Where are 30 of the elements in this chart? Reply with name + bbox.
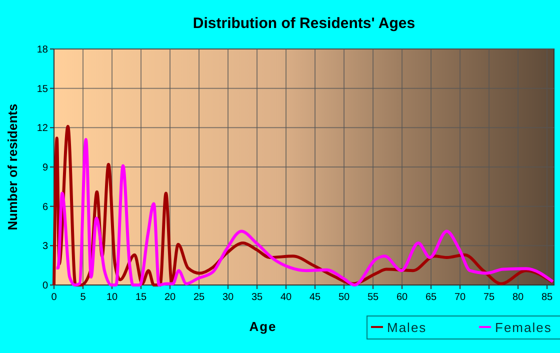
x-tick-label: 60 [396,292,408,303]
y-tick-label: 3 [42,241,48,252]
x-tick-label: 55 [367,292,380,303]
x-axis-title: Age [249,319,277,334]
x-tick-label: 45 [309,292,322,303]
legend-label: Males [387,320,427,335]
x-tick-label: 85 [541,292,554,303]
x-tick-label: 70 [454,292,466,303]
x-tick-label: 10 [106,292,118,303]
x-tick-label: 40 [280,292,292,303]
x-tick-label: 0 [51,292,58,303]
y-tick-label: 12 [36,123,48,134]
chart-title: Distribution of Residents' Ages [192,15,416,32]
x-tick-label: 5 [80,292,86,303]
y-tick-label: 18 [36,44,48,56]
y-axis-title: Number of residents [5,104,20,230]
x-tick-label: 20 [164,292,176,303]
x-tick-label: 65 [425,292,438,303]
x-tick-label: 35 [251,292,264,303]
x-tick-label: 80 [512,292,524,303]
x-tick-label: 15 [135,292,148,303]
y-tick-label: 9 [42,162,48,174]
y-tick-label: 15 [36,84,48,95]
x-tick-label: 25 [193,292,206,303]
y-tick-label: 0 [42,280,48,292]
x-tick-label: 50 [338,292,350,303]
y-tick-label: 6 [42,202,48,213]
legend-label: Females [495,320,552,335]
x-tick-label: 75 [483,292,496,303]
x-tick-label: 30 [222,292,234,303]
